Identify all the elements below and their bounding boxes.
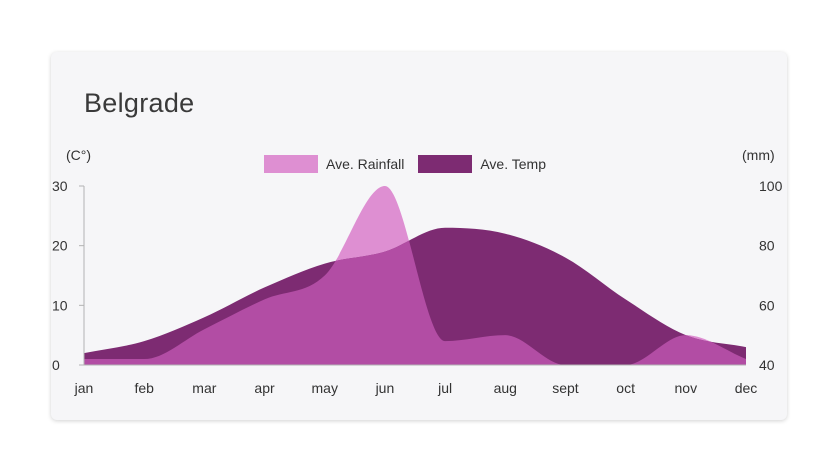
legend-label-rainfall: Ave. Rainfall bbox=[326, 156, 405, 172]
x-tick-label: jan bbox=[74, 380, 94, 396]
x-tick-label: jun bbox=[375, 380, 395, 396]
legend-item-temp[interactable]: Ave. Temp bbox=[418, 155, 546, 173]
x-tick-label: jul bbox=[437, 380, 452, 396]
left-axis-unit: (C°) bbox=[66, 147, 92, 163]
y-left-tick-label: 0 bbox=[52, 357, 60, 373]
x-tick-label: mar bbox=[192, 380, 216, 396]
y-left-tick-label: 30 bbox=[52, 178, 68, 194]
x-tick-label: aug bbox=[494, 380, 517, 396]
overlap-area bbox=[84, 227, 746, 365]
legend-item-rainfall[interactable]: Ave. Rainfall bbox=[264, 155, 404, 173]
y-left-tick-label: 10 bbox=[52, 297, 68, 313]
x-tick-label: may bbox=[312, 380, 338, 396]
x-tick-label: sept bbox=[552, 380, 579, 396]
y-left-tick-label: 20 bbox=[52, 238, 68, 254]
rainfall-swatch bbox=[264, 155, 318, 173]
temp-swatch bbox=[418, 155, 473, 173]
y-right-tick-label: 100 bbox=[759, 178, 783, 194]
chart-title: Belgrade bbox=[84, 88, 195, 118]
x-tick-label: dec bbox=[735, 380, 758, 396]
y-right-tick-label: 80 bbox=[759, 238, 775, 254]
legend-label-temp: Ave. Temp bbox=[480, 156, 546, 172]
x-tick-label: feb bbox=[134, 380, 154, 396]
x-tick-label: nov bbox=[675, 380, 698, 396]
right-axis-unit: (mm) bbox=[742, 147, 775, 163]
x-tick-label: oct bbox=[616, 380, 635, 396]
y-right-tick-label: 60 bbox=[759, 297, 775, 313]
x-tick-label: apr bbox=[254, 380, 275, 396]
chart-legend: Ave. Rainfall Ave. Temp bbox=[264, 155, 560, 173]
y-right-tick-label: 40 bbox=[759, 357, 775, 373]
